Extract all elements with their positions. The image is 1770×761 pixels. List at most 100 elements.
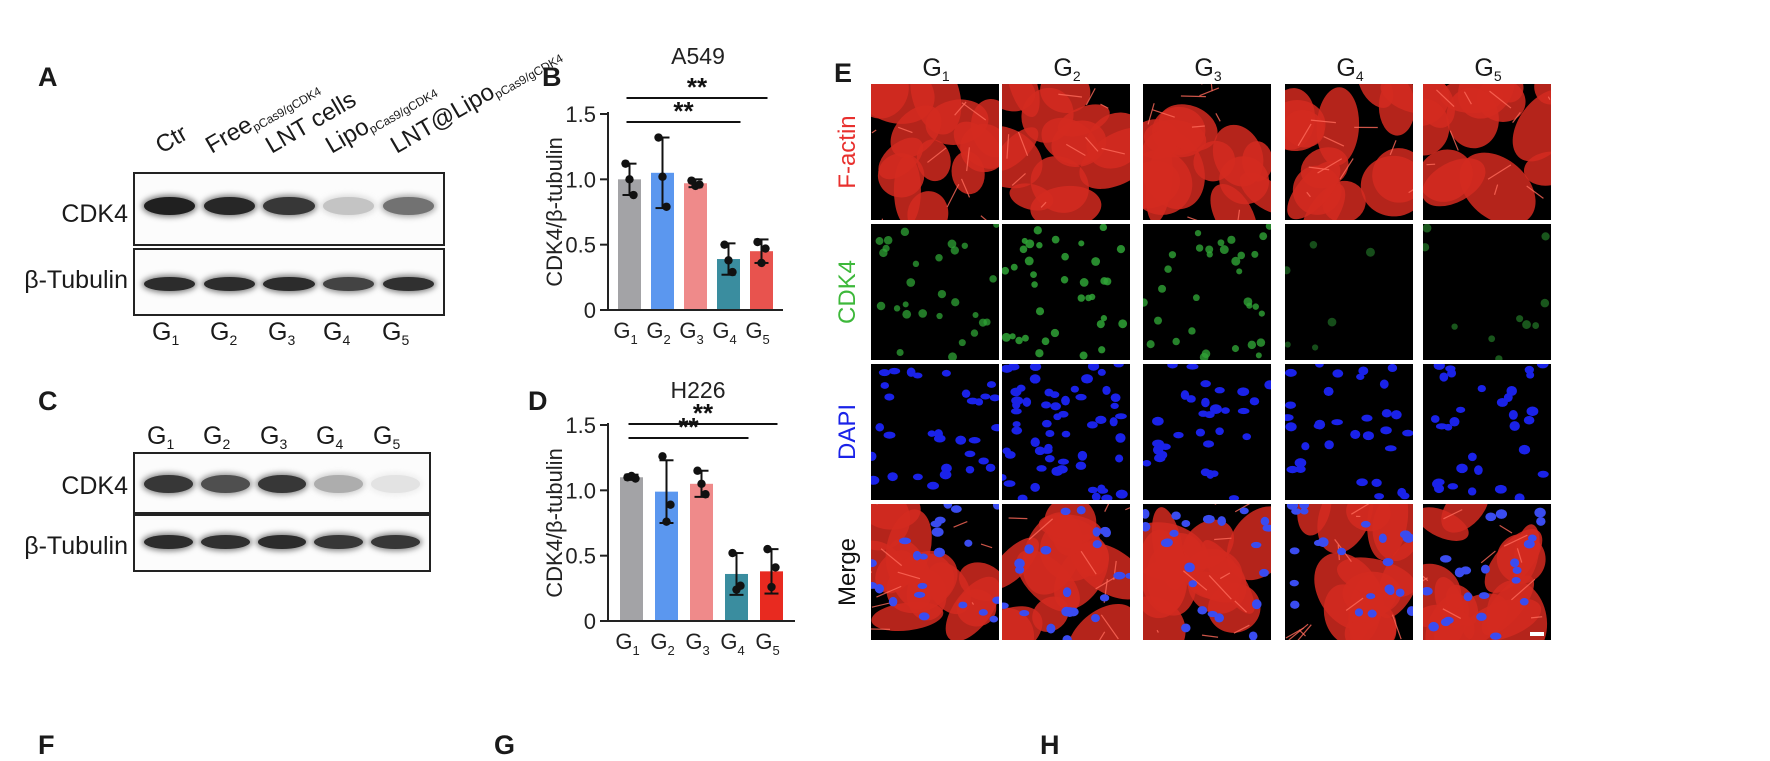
cdk4-signal	[882, 245, 889, 252]
nucleus	[918, 583, 928, 589]
cdk4-signal	[1035, 349, 1043, 357]
nucleus	[1035, 447, 1045, 456]
nucleus	[1285, 369, 1297, 377]
nucleus	[1200, 380, 1211, 387]
nucleus	[1087, 421, 1098, 428]
nucleus	[975, 398, 983, 405]
nucleus	[1242, 433, 1251, 440]
cdk4-signal	[1022, 335, 1029, 342]
nucleus	[1184, 562, 1195, 572]
nucleus	[1379, 534, 1387, 543]
bar	[684, 183, 707, 310]
nucleus	[913, 474, 923, 481]
nucleus	[1407, 606, 1413, 616]
micrograph-tile	[1002, 364, 1130, 500]
cdk4-signal	[962, 243, 968, 249]
cdk4-signal	[1022, 238, 1028, 244]
nucleus	[928, 430, 936, 436]
nucleus	[1527, 407, 1539, 417]
nucleus	[919, 554, 928, 560]
cdk4-signal	[1169, 251, 1176, 258]
nucleus	[1240, 507, 1249, 514]
nucleus	[1205, 411, 1215, 418]
nucleus	[1197, 606, 1207, 614]
group-label: G2	[203, 422, 230, 452]
nucleus	[1116, 490, 1128, 499]
cdk4-signal	[1312, 344, 1318, 350]
blot-row-label-tubulin-c: β-Tubulin	[10, 532, 128, 561]
cdk4-signal	[918, 309, 927, 318]
cdk4-signal	[1237, 252, 1245, 260]
nucleus	[932, 527, 944, 536]
cdk4-signal	[1256, 352, 1262, 358]
nucleus	[1077, 506, 1086, 514]
nucleus	[1249, 631, 1258, 640]
x-tick-label: G2	[646, 318, 670, 347]
nucleus	[1315, 364, 1324, 368]
cdk4-signal	[1285, 266, 1291, 274]
group-label: G2	[210, 318, 237, 348]
nucleus	[1434, 484, 1444, 493]
group-label: G5	[373, 422, 400, 452]
nucleus	[1058, 459, 1069, 465]
panel-letter-f: F	[38, 730, 55, 761]
cdk4-signal	[913, 261, 919, 267]
micrograph-column-label: G4	[1285, 54, 1415, 84]
nucleus	[1100, 594, 1109, 601]
nucleus	[1324, 440, 1333, 449]
lane-label: Ctr	[151, 120, 193, 160]
cdk4-signal	[1227, 236, 1235, 244]
cdk4-signal	[1051, 329, 1059, 337]
nucleus	[1385, 445, 1397, 451]
cdk4-signal	[935, 254, 942, 261]
cdk4-signal	[1011, 264, 1018, 271]
nucleus	[1053, 413, 1061, 420]
nucleus	[1015, 566, 1024, 574]
micrograph-row-label: DAPI	[834, 362, 862, 502]
nucleus	[1050, 402, 1061, 410]
cdk4-signal	[1100, 224, 1107, 231]
blot-band	[204, 197, 255, 215]
nucleus	[1113, 572, 1125, 580]
nucleus	[1476, 613, 1487, 621]
cdk4-signal	[1036, 242, 1042, 248]
nucleus	[1290, 547, 1300, 554]
nucleus	[1445, 365, 1455, 371]
nucleus	[1143, 460, 1151, 466]
nucleus	[1524, 416, 1535, 424]
x-tick-label: G5	[755, 629, 779, 658]
cdk4-signal	[901, 228, 909, 236]
micrograph-tile	[1285, 364, 1413, 500]
cdk4-signal	[1117, 245, 1125, 253]
micrograph-tile	[1423, 224, 1551, 360]
group-label: G1	[147, 422, 174, 452]
data-point	[629, 191, 637, 199]
nucleus	[1238, 408, 1250, 414]
y-tick-label: 0	[584, 298, 596, 323]
micrograph-column-label: G1	[871, 54, 1001, 84]
micrograph-tile	[871, 224, 999, 360]
data-point	[728, 549, 736, 557]
micrograph-tile	[1143, 84, 1271, 220]
x-tick-label: G4	[712, 318, 736, 347]
nucleus	[881, 382, 889, 389]
nucleus	[978, 458, 989, 465]
cdk4-signal	[1193, 294, 1200, 301]
nucleus	[1181, 390, 1189, 400]
cdk4-signal	[1154, 317, 1162, 325]
micrograph-tile	[1423, 364, 1551, 500]
data-point	[757, 259, 765, 267]
cdk4-signal	[948, 352, 957, 360]
nucleus	[1519, 445, 1530, 455]
data-point	[625, 175, 633, 183]
nucleus	[1495, 485, 1507, 494]
bar	[618, 179, 641, 310]
nucleus	[991, 424, 999, 431]
nucleus	[1002, 474, 1007, 481]
nucleus	[1115, 455, 1123, 463]
nucleus	[1479, 592, 1490, 599]
nucleus	[1181, 623, 1191, 632]
panel-letter-a: A	[38, 62, 58, 93]
nucleus	[1434, 364, 1445, 370]
nucleus	[1201, 398, 1210, 408]
